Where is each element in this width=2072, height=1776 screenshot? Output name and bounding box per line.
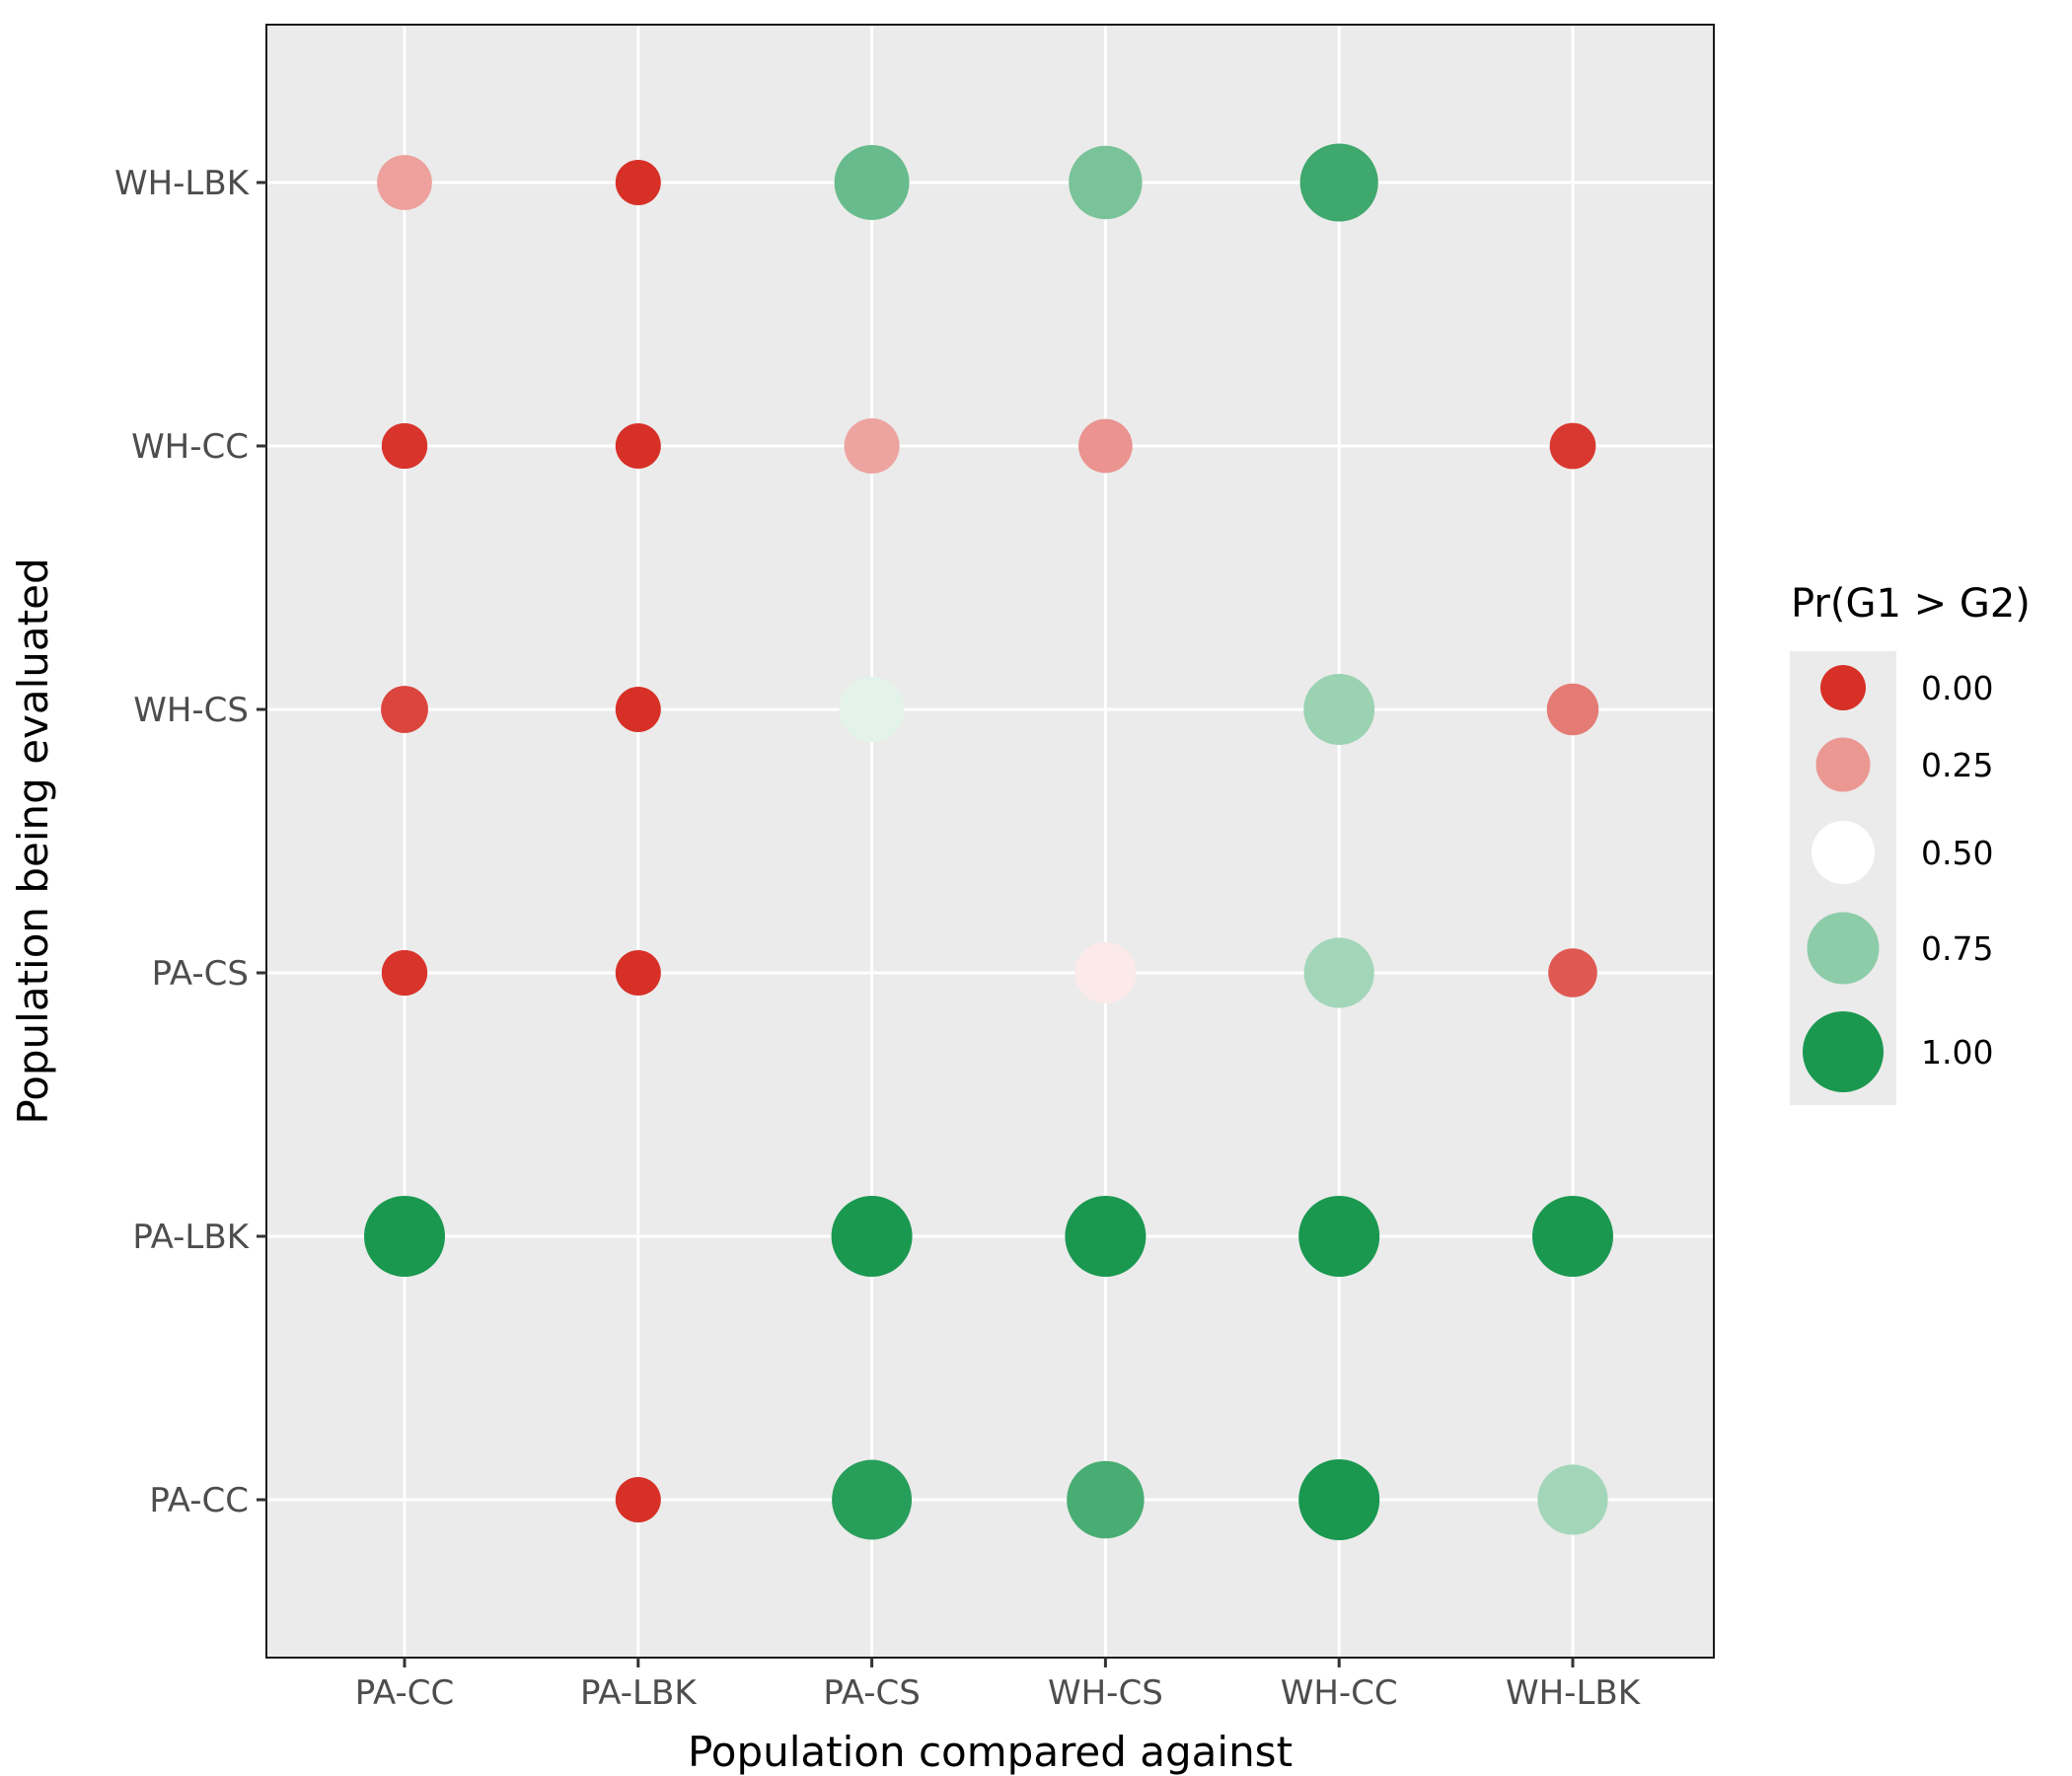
data-point [1069, 145, 1143, 220]
data-point [1549, 422, 1596, 470]
data-point [1299, 143, 1378, 222]
legend-title: Pr(G1 > G2) [1791, 581, 2031, 627]
data-points [364, 143, 1613, 1540]
data-point [1303, 674, 1375, 745]
y-axis-title: Population being evaluated [9, 557, 57, 1124]
data-point [381, 686, 428, 733]
data-point [615, 423, 661, 469]
data-point [1532, 1196, 1613, 1277]
data-point [377, 155, 432, 210]
x-tick-label: WH-CC [1281, 1673, 1398, 1713]
data-point [1074, 941, 1137, 1004]
x-tick-label: PA-CC [355, 1673, 455, 1713]
data-point [1298, 1459, 1380, 1540]
panel-background [266, 25, 1714, 1658]
y-tick-label: WH-CS [133, 691, 249, 730]
legend: Pr(G1 > G2) 0.00 0.25 0.50 0.75 1.00 [1790, 581, 2031, 1105]
x-tick-label: WH-CS [1048, 1673, 1163, 1713]
plot-panel [266, 25, 1714, 1658]
data-point [615, 687, 661, 732]
data-point [831, 1196, 913, 1277]
data-point [1548, 948, 1597, 998]
x-tick-label: WH-LBK [1506, 1673, 1642, 1713]
x-axis-title: Population compared against [688, 1728, 1293, 1776]
legend-key [1803, 1011, 1884, 1092]
data-point [1065, 1196, 1147, 1277]
x-tick-label: PA-LBK [580, 1673, 698, 1713]
legend-label: 0.75 [1921, 929, 1993, 968]
panel-border [265, 24, 1715, 1659]
data-point [832, 1459, 913, 1540]
data-point [1537, 1464, 1608, 1535]
data-point [839, 676, 905, 743]
y-tick-label: WH-LBK [114, 164, 251, 203]
data-point [1067, 1460, 1145, 1539]
legend-key [1812, 821, 1875, 884]
legend-label: 1.00 [1921, 1033, 1993, 1072]
data-point [834, 145, 910, 220]
data-point [364, 1196, 445, 1277]
legend-label: 0.00 [1921, 669, 1993, 707]
axes: PA-CC PA-LBK PA-CS WH-CS WH-CC WH-LBK PA-CC PA-… [114, 24, 1715, 1713]
data-point [381, 949, 428, 997]
grid-lines [266, 25, 1714, 1658]
data-point [1078, 418, 1133, 474]
legend-key [1820, 665, 1866, 710]
data-point [844, 417, 900, 475]
legend-label: 0.50 [1921, 834, 1993, 872]
y-tick-label: WH-CC [131, 427, 249, 467]
legend-key [1815, 737, 1871, 792]
data-point [615, 160, 661, 205]
legend-key [1807, 912, 1880, 985]
data-point [1546, 683, 1599, 736]
data-point [1298, 1196, 1380, 1277]
data-point [615, 1477, 661, 1522]
legend-label: 0.25 [1921, 746, 1993, 784]
data-point [381, 422, 428, 470]
y-tick-label: PA-LBK [132, 1218, 250, 1257]
y-tick-label: PA-CC [149, 1481, 249, 1520]
y-tick-label: PA-CS [152, 954, 249, 994]
x-tick-label: PA-CS [823, 1673, 920, 1713]
data-point [615, 950, 661, 996]
data-point [1303, 937, 1374, 1008]
